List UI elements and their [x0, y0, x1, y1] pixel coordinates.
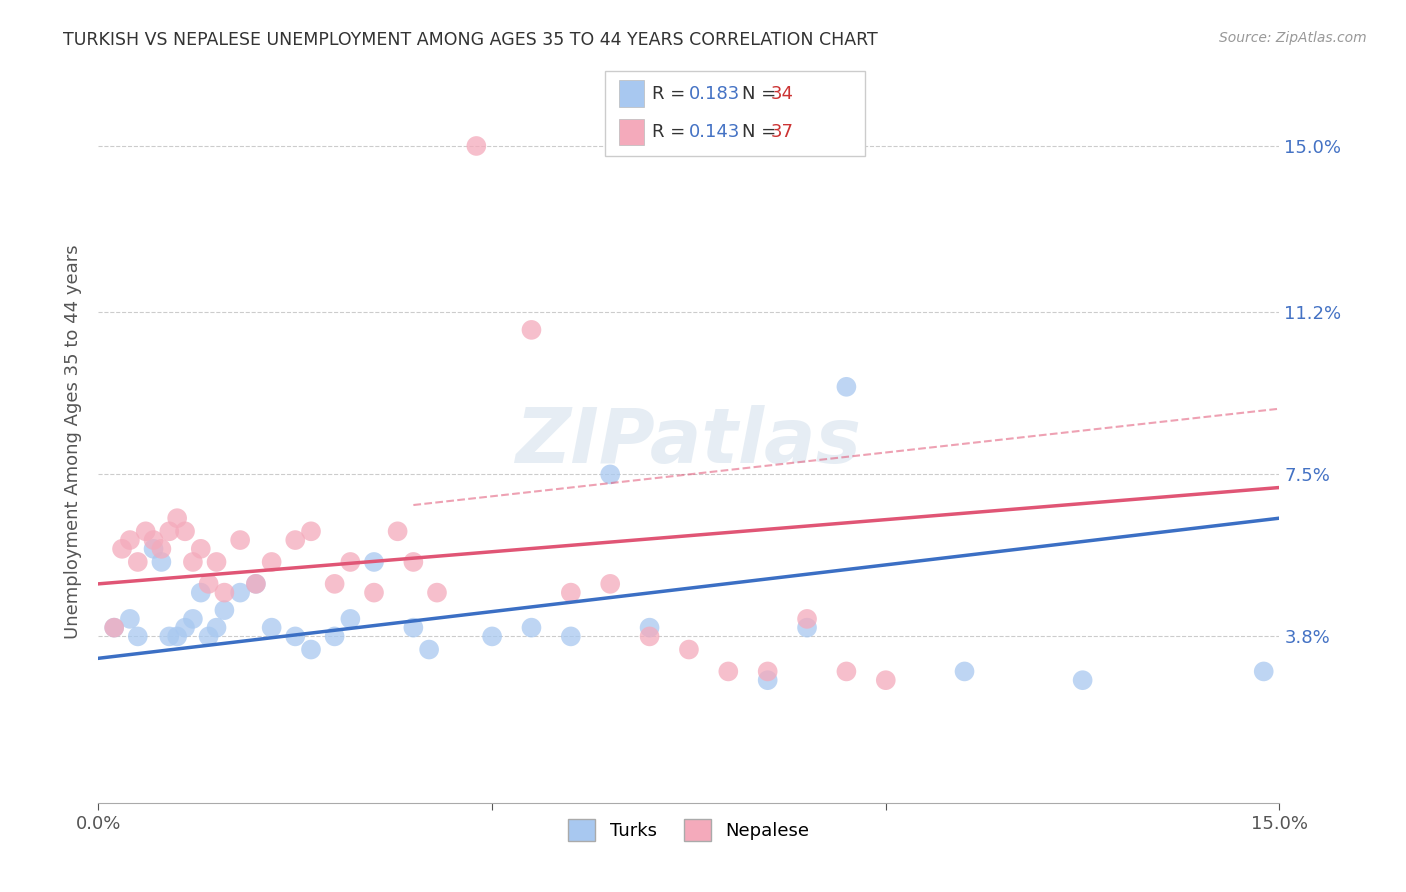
Point — [166, 511, 188, 525]
Point — [205, 621, 228, 635]
Point — [560, 585, 582, 599]
Point — [229, 585, 252, 599]
Point — [260, 555, 283, 569]
Text: N =: N = — [742, 123, 782, 141]
Point — [717, 665, 740, 679]
Point — [103, 621, 125, 635]
Point — [402, 555, 425, 569]
Point — [481, 629, 503, 643]
Point — [387, 524, 409, 539]
Point — [560, 629, 582, 643]
Point — [796, 612, 818, 626]
Point — [127, 629, 149, 643]
Point — [157, 629, 180, 643]
Point — [118, 533, 141, 547]
Point — [197, 577, 219, 591]
Point — [127, 555, 149, 569]
Point — [181, 555, 204, 569]
Point — [150, 541, 173, 556]
Point — [953, 665, 976, 679]
Point — [245, 577, 267, 591]
Point — [245, 577, 267, 591]
Point — [796, 621, 818, 635]
Point — [214, 585, 236, 599]
Point — [174, 524, 197, 539]
Point — [339, 612, 361, 626]
Point — [599, 577, 621, 591]
Point — [402, 621, 425, 635]
Y-axis label: Unemployment Among Ages 35 to 44 years: Unemployment Among Ages 35 to 44 years — [63, 244, 82, 639]
Text: N =: N = — [742, 85, 782, 103]
Point — [756, 665, 779, 679]
Point — [214, 603, 236, 617]
Point — [835, 665, 858, 679]
Point — [638, 621, 661, 635]
Point — [418, 642, 440, 657]
Point — [111, 541, 134, 556]
Point — [299, 524, 322, 539]
Point — [150, 555, 173, 569]
Text: TURKISH VS NEPALESE UNEMPLOYMENT AMONG AGES 35 TO 44 YEARS CORRELATION CHART: TURKISH VS NEPALESE UNEMPLOYMENT AMONG A… — [63, 31, 877, 49]
Point — [323, 629, 346, 643]
Point — [465, 139, 488, 153]
Point — [205, 555, 228, 569]
Point — [229, 533, 252, 547]
Point — [174, 621, 197, 635]
Point — [284, 629, 307, 643]
Text: ZIPatlas: ZIPatlas — [516, 405, 862, 478]
Point — [835, 380, 858, 394]
Point — [875, 673, 897, 688]
Point — [190, 585, 212, 599]
Point — [426, 585, 449, 599]
Point — [299, 642, 322, 657]
Text: 34: 34 — [770, 85, 793, 103]
Point — [142, 533, 165, 547]
Point — [363, 555, 385, 569]
Text: 37: 37 — [770, 123, 793, 141]
Point — [339, 555, 361, 569]
Point — [520, 621, 543, 635]
Point — [135, 524, 157, 539]
Text: R =: R = — [652, 123, 692, 141]
Point — [103, 621, 125, 635]
Point — [181, 612, 204, 626]
Point — [157, 524, 180, 539]
Point — [323, 577, 346, 591]
Point — [190, 541, 212, 556]
Point — [1253, 665, 1275, 679]
Text: 0.183: 0.183 — [689, 85, 740, 103]
Point — [520, 323, 543, 337]
Point — [756, 673, 779, 688]
Point — [142, 541, 165, 556]
Point — [118, 612, 141, 626]
Point — [197, 629, 219, 643]
Point — [363, 585, 385, 599]
Point — [166, 629, 188, 643]
Point — [1071, 673, 1094, 688]
Text: R =: R = — [652, 85, 692, 103]
Point — [284, 533, 307, 547]
Point — [599, 467, 621, 482]
Point — [678, 642, 700, 657]
Text: Source: ZipAtlas.com: Source: ZipAtlas.com — [1219, 31, 1367, 45]
Text: 0.143: 0.143 — [689, 123, 741, 141]
Legend: Turks, Nepalese: Turks, Nepalese — [561, 812, 817, 848]
Point — [638, 629, 661, 643]
Point — [260, 621, 283, 635]
